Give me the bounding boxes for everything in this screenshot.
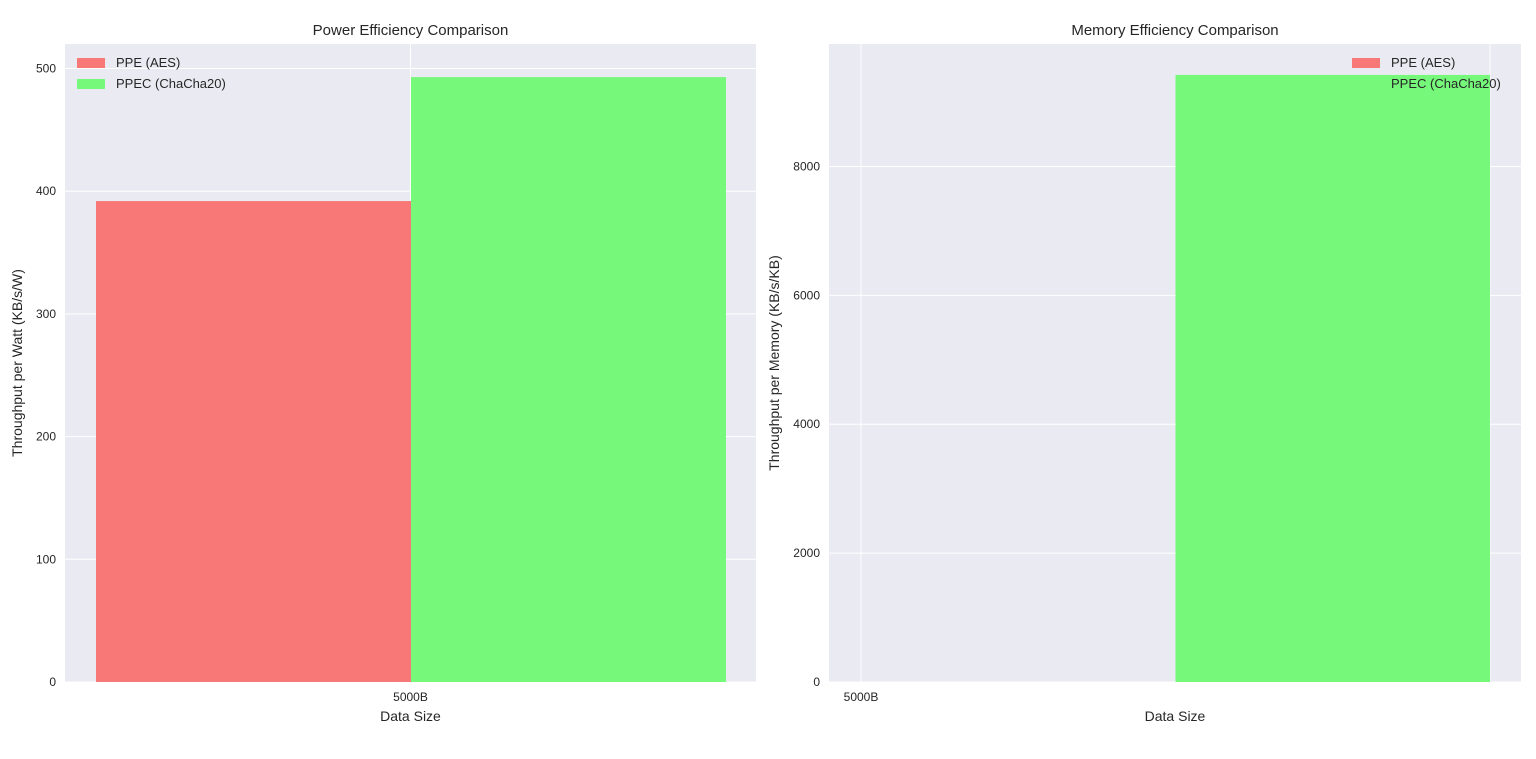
y-axis-label-power: Throughput per Watt (KB/s/W) (9, 269, 25, 457)
legend-label-ppec-chacha20: PPEC (ChaCha20) (1391, 76, 1501, 91)
x-tick-label: 5000B (844, 690, 879, 704)
bars-memory (1175, 74, 1490, 682)
y-tick-label: 400 (36, 184, 56, 198)
chart-title-memory: Memory Efficiency Comparison (1071, 22, 1278, 39)
bar-ppe-aes (96, 201, 411, 683)
bar-ppec-chacha20 (411, 77, 726, 682)
x-ticks-memory: 5000B (844, 690, 879, 704)
legend-swatch-ppec-chacha20 (77, 79, 105, 89)
y-axis-label-memory: Throughput per Memory (KB/s/KB) (766, 255, 782, 471)
x-ticks-power: 5000B (393, 690, 428, 704)
chart-title-power: Power Efficiency Comparison (313, 22, 509, 39)
y-tick-label: 8000 (793, 159, 820, 173)
legend-label-ppe-aes: PPE (AES) (1391, 55, 1455, 70)
legend-label-ppe-aes: PPE (AES) (116, 55, 180, 70)
legend-memory: PPE (AES) PPEC (ChaCha20) (1352, 55, 1501, 91)
y-ticks-memory: 0 2000 4000 6000 8000 (793, 159, 820, 689)
y-tick-label: 4000 (793, 417, 820, 431)
legend-power: PPE (AES) PPEC (ChaCha20) (77, 55, 226, 91)
legend-label-ppec-chacha20: PPEC (ChaCha20) (116, 76, 226, 91)
power-efficiency-panel: 0 100 200 300 400 500 5000B Power Efficiency … (9, 22, 756, 724)
x-axis-label-power: Data Size (380, 708, 441, 724)
legend-swatch-ppe-aes (77, 58, 105, 68)
y-tick-label: 300 (36, 307, 56, 321)
y-tick-label: 500 (36, 62, 56, 76)
memory-efficiency-panel: 0 2000 4000 6000 8000 5000B Memory Efficienc… (766, 22, 1521, 724)
x-axis-label-memory: Data Size (1145, 708, 1206, 724)
y-tick-label: 100 (36, 552, 56, 566)
legend-swatch-ppec-chacha20 (1352, 79, 1380, 89)
legend-swatch-ppe-aes (1352, 58, 1380, 68)
y-tick-label: 0 (813, 675, 820, 689)
bars-power (96, 77, 726, 683)
y-tick-label: 0 (49, 675, 56, 689)
x-tick-label: 5000B (393, 690, 428, 704)
y-tick-label: 200 (36, 430, 56, 444)
bar-ppec-chacha20 (1175, 74, 1490, 682)
y-tick-label: 2000 (793, 546, 820, 560)
y-tick-label: 6000 (793, 288, 820, 302)
y-ticks-power: 0 100 200 300 400 500 (36, 62, 56, 689)
